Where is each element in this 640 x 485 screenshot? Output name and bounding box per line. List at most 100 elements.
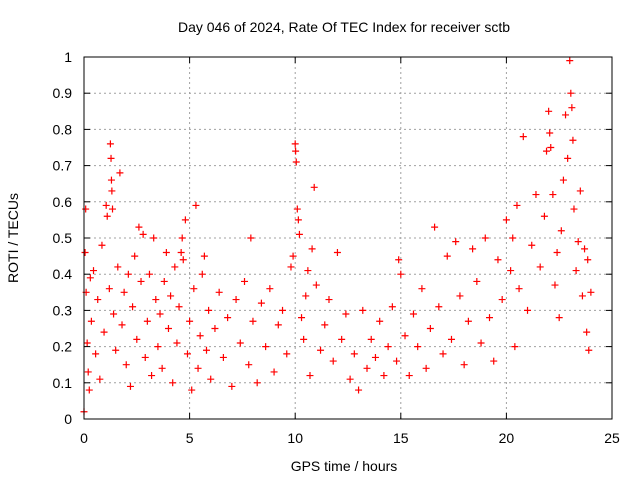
data-point bbox=[452, 238, 460, 246]
data-point bbox=[543, 147, 551, 155]
data-point bbox=[207, 375, 215, 383]
data-point bbox=[124, 270, 132, 278]
data-point bbox=[443, 252, 451, 260]
data-point bbox=[232, 296, 240, 304]
data-point bbox=[557, 227, 565, 235]
data-point bbox=[87, 317, 95, 325]
data-point bbox=[114, 263, 122, 271]
data-point bbox=[279, 306, 287, 314]
data-point bbox=[205, 306, 213, 314]
data-point bbox=[108, 187, 116, 195]
data-point bbox=[363, 364, 371, 372]
data-point bbox=[249, 317, 257, 325]
data-point bbox=[532, 191, 540, 199]
data-point bbox=[490, 357, 498, 365]
data-point bbox=[456, 292, 464, 300]
data-point bbox=[177, 248, 185, 256]
data-point bbox=[435, 303, 443, 311]
data-point bbox=[162, 248, 170, 256]
data-point bbox=[473, 277, 481, 285]
data-point bbox=[171, 263, 179, 271]
data-point bbox=[409, 310, 417, 318]
data-point bbox=[338, 335, 346, 343]
y-axis-label: ROTI / TECUs bbox=[5, 193, 21, 283]
data-point bbox=[192, 201, 200, 209]
data-point bbox=[414, 343, 422, 351]
grid-lines bbox=[84, 57, 612, 419]
data-point bbox=[169, 379, 177, 387]
data-point bbox=[107, 154, 115, 162]
data-point bbox=[546, 129, 554, 137]
data-point bbox=[507, 267, 515, 275]
data-point bbox=[266, 285, 274, 293]
chart-title: Day 046 of 2024, Rate Of TEC Index for r… bbox=[178, 19, 510, 35]
data-point bbox=[367, 335, 375, 343]
data-point bbox=[294, 216, 302, 224]
data-point bbox=[293, 205, 301, 213]
data-point bbox=[126, 382, 134, 390]
data-point bbox=[245, 361, 253, 369]
data-point bbox=[188, 386, 196, 394]
data-point bbox=[584, 256, 592, 264]
data-point bbox=[346, 375, 354, 383]
data-point bbox=[447, 335, 455, 343]
data-point bbox=[302, 292, 310, 300]
data-point bbox=[350, 350, 358, 358]
data-point bbox=[186, 317, 194, 325]
x-tick-label: 10 bbox=[287, 430, 303, 446]
data-point bbox=[112, 346, 120, 354]
data-point bbox=[109, 205, 117, 213]
data-point bbox=[545, 107, 553, 115]
data-point bbox=[198, 270, 206, 278]
data-point bbox=[164, 325, 172, 332]
data-point bbox=[154, 343, 162, 351]
data-point bbox=[135, 223, 143, 231]
data-point bbox=[567, 89, 575, 97]
data-point bbox=[464, 317, 472, 325]
data-point bbox=[310, 183, 318, 191]
data-point bbox=[568, 104, 576, 112]
data-point bbox=[498, 296, 506, 304]
data-point bbox=[179, 256, 187, 264]
data-point bbox=[304, 267, 312, 275]
data-point bbox=[574, 238, 582, 246]
x-tick-label: 0 bbox=[80, 430, 88, 446]
data-point bbox=[515, 285, 523, 293]
data-point bbox=[143, 317, 151, 325]
data-point bbox=[274, 321, 282, 329]
data-point bbox=[393, 357, 401, 365]
data-point bbox=[306, 372, 314, 380]
data-point bbox=[215, 288, 223, 296]
data-point bbox=[509, 234, 517, 242]
data-point bbox=[551, 281, 559, 289]
data-point bbox=[295, 230, 303, 238]
data-point bbox=[158, 364, 166, 372]
data-point bbox=[578, 292, 586, 300]
data-point bbox=[559, 176, 567, 184]
data-point bbox=[283, 350, 291, 358]
data-point bbox=[481, 234, 489, 242]
data-point bbox=[156, 310, 164, 318]
data-point bbox=[439, 350, 447, 358]
data-point bbox=[262, 343, 270, 351]
data-point bbox=[502, 216, 510, 224]
data-point bbox=[388, 303, 396, 311]
data-point bbox=[122, 361, 130, 369]
data-point bbox=[107, 176, 115, 184]
data-point bbox=[82, 205, 90, 213]
data-point bbox=[228, 382, 236, 390]
data-point bbox=[486, 314, 494, 322]
data-point bbox=[202, 346, 210, 354]
data-point bbox=[133, 335, 141, 343]
data-point bbox=[81, 248, 89, 256]
data-point bbox=[564, 154, 572, 162]
data-point bbox=[395, 256, 403, 264]
data-point bbox=[291, 140, 299, 148]
data-point bbox=[460, 361, 468, 369]
data-point bbox=[173, 339, 181, 347]
x-tick-label: 20 bbox=[499, 430, 515, 446]
data-point bbox=[152, 296, 160, 304]
data-points bbox=[80, 57, 595, 416]
data-point bbox=[431, 223, 439, 231]
